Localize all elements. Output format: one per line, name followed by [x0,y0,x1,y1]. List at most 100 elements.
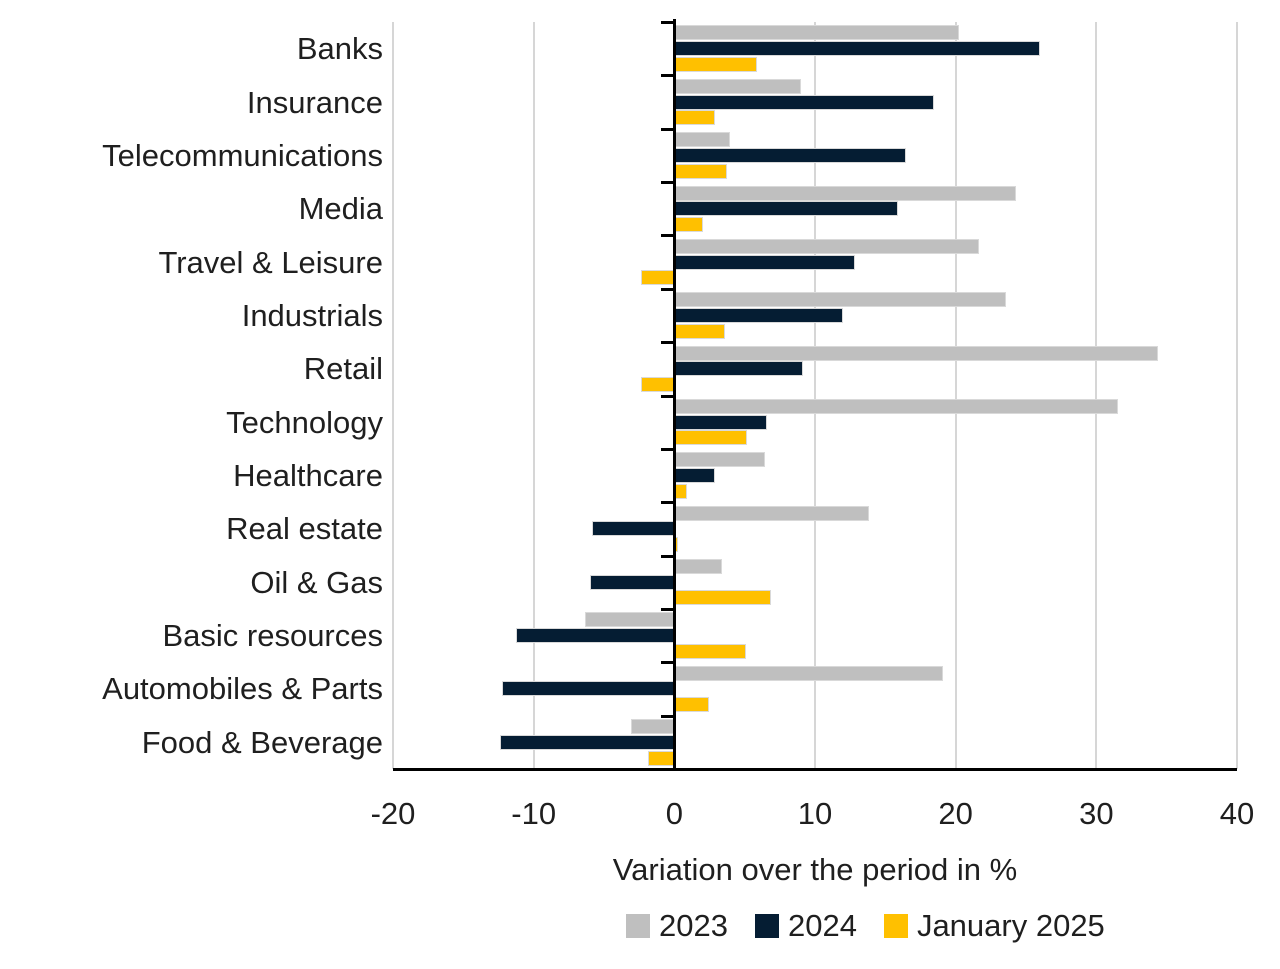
bar-group-insurance [393,75,1237,128]
bar-2024-telecommunications [674,148,906,162]
axis-tick [661,181,676,185]
bar-group-industrials [393,289,1237,342]
category-label-telecommunications: Telecommunications [102,137,383,173]
bar-2023-industrials [674,293,1005,307]
legend-label-2024: 2024 [787,908,857,943]
bar-2024-technology [674,415,766,429]
bar-group-telecommunications [393,129,1237,182]
bar-2024-food-beverage [501,735,675,749]
category-labels: Banks Insurance Telecommunications Media Tra… [0,22,383,769]
category-label-automobiles-parts: Automobiles & Parts [102,671,383,707]
zero-axis-line [673,19,677,769]
bar-2024-oil-gas [591,575,675,589]
bar-2024-healthcare [674,469,714,483]
gridline [954,22,957,769]
legend-swatch-2024 [754,914,779,938]
bar-2023-basic-resources [585,613,675,627]
category-label-travel-leisure: Travel & Leisure [158,244,383,280]
bar-2024-media [674,202,897,216]
axis-tick [661,661,676,665]
bar-group-healthcare [393,449,1237,502]
bar-2023-insurance [674,79,800,93]
bar-january-2025-retail [641,378,675,392]
bar-2023-oil-gas [674,560,721,574]
axis-tick [661,287,676,291]
bar-january-2025-automobiles-parts [674,698,709,712]
x-axis-labels: -20 -10 0 10 20 30 40 [371,796,1255,836]
category-label-retail: Retail [303,351,383,387]
bar-group-media [393,182,1237,235]
bar-2023-banks [674,26,959,40]
category-label-banks: Banks [296,31,383,67]
axis-tick [661,447,676,451]
bar-january-2025-banks [674,57,756,71]
bar-2023-automobiles-parts [674,666,942,680]
gridline [392,22,394,769]
axis-tick [661,501,676,505]
axis-tick [661,768,676,771]
axis-tick [661,21,676,24]
category-label-technology: Technology [226,404,383,440]
category-label-healthcare: Healthcare [233,458,383,494]
bar-2023-telecommunications [674,133,730,147]
bar-2024-basic-resources [516,629,675,643]
bar-group-basic-resources [393,609,1237,662]
axis-tick [661,554,676,558]
x-tick-label--20: -20 [370,796,416,831]
x-tick-label-20: 20 [938,796,973,831]
bar-january-2025-basic-resources [674,644,745,658]
gridline [1236,22,1238,769]
axis-tick [661,714,676,718]
bar-january-2025-insurance [674,111,714,125]
gridline [1095,22,1098,769]
axis-tick [661,74,676,78]
bar-january-2025-healthcare [674,484,686,498]
gridline [814,22,816,769]
category-label-insurance: Insurance [246,84,383,120]
bar-2024-banks [674,42,1039,56]
axis-tick [661,127,676,131]
bar-2023-healthcare [674,453,765,467]
x-axis-title: Variation over the period in % [612,852,1018,887]
category-label-food-beverage: Food & Beverage [141,724,383,760]
category-label-basic-resources: Basic resources [162,618,383,654]
bar-2023-real-estate [674,506,869,520]
legend-item-2024: 2024 [754,908,857,944]
plot-area [392,19,1238,771]
bar-january-2025-industrials [674,324,724,338]
x-tick-label-30: 30 [1079,796,1114,831]
bar-2023-retail [674,346,1157,360]
axis-tick [661,607,676,611]
bar-2024-automobiles-parts [502,682,675,696]
axis-tick [661,341,676,345]
axis-tick [661,394,676,398]
bar-january-2025-media [674,217,703,231]
bar-group-food-beverage [393,716,1237,769]
bar-january-2025-travel-leisure [641,271,675,285]
bar-2024-real-estate [592,522,675,536]
axis-tick [661,234,676,238]
bar-2023-technology [674,399,1118,413]
bar-january-2025-oil-gas [674,591,770,605]
bar-group-travel-leisure [393,235,1237,288]
x-axis-baseline [393,768,1237,771]
bar-2024-industrials [674,308,842,322]
bar-group-real-estate [393,502,1237,555]
legend-swatch-2023 [626,914,650,938]
legend-item-2023: 2023 [626,908,728,944]
x-tick-label-0: 0 [665,796,683,831]
bar-2023-food-beverage [632,720,675,734]
x-tick-label-10: 10 [797,796,833,831]
legend-swatch-january-2025 [883,914,908,938]
bar-2024-travel-leisure [674,255,855,269]
bar-january-2025-technology [674,431,747,445]
category-label-real-estate: Real estate [226,511,383,547]
bar-2024-retail [674,362,803,376]
legend: 2023 2024 January 2025 [626,908,1105,944]
bar-group-retail [393,342,1237,395]
bar-january-2025-food-beverage [649,751,675,765]
bar-2024-insurance [674,95,934,109]
bar-january-2025-telecommunications [674,164,727,178]
bar-2023-travel-leisure [674,239,979,253]
bar-group-oil-gas [393,556,1237,609]
